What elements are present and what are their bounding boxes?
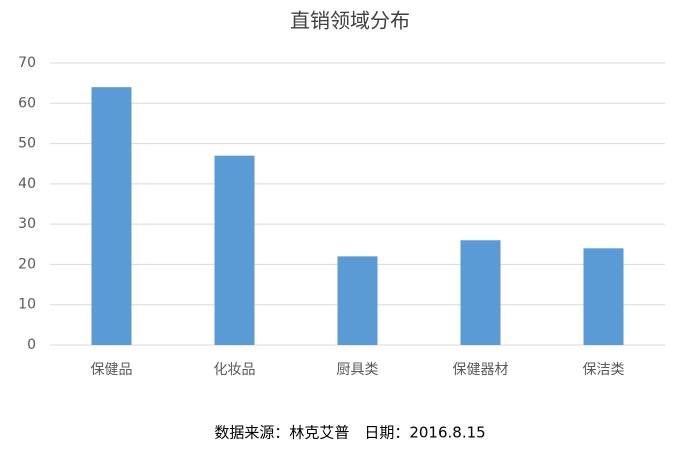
y-tick-label: 40: [18, 176, 36, 192]
y-tick-label: 60: [18, 95, 36, 111]
x-tick-label: 保健器材: [453, 362, 509, 378]
y-tick-label: 20: [18, 256, 36, 272]
y-tick-label: 50: [18, 136, 36, 152]
bar: [337, 256, 378, 345]
x-tick-label: 化妆品: [214, 362, 256, 378]
bar: [460, 240, 501, 345]
y-tick-label: 0: [27, 337, 36, 353]
bar: [583, 248, 624, 345]
bar: [91, 87, 132, 346]
x-tick-label: 厨具类: [337, 362, 379, 378]
y-tick-label: 70: [18, 55, 36, 71]
bar: [214, 155, 255, 345]
x-tick-label: 保健品: [91, 362, 133, 378]
y-tick-label: 30: [18, 216, 36, 232]
source-note: 数据来源：林克艾普 日期：2016.8.15: [214, 424, 485, 442]
y-tick-label: 10: [18, 297, 36, 313]
chart-title: 直销领域分布: [290, 9, 410, 33]
x-tick-label: 保洁类: [583, 362, 625, 378]
